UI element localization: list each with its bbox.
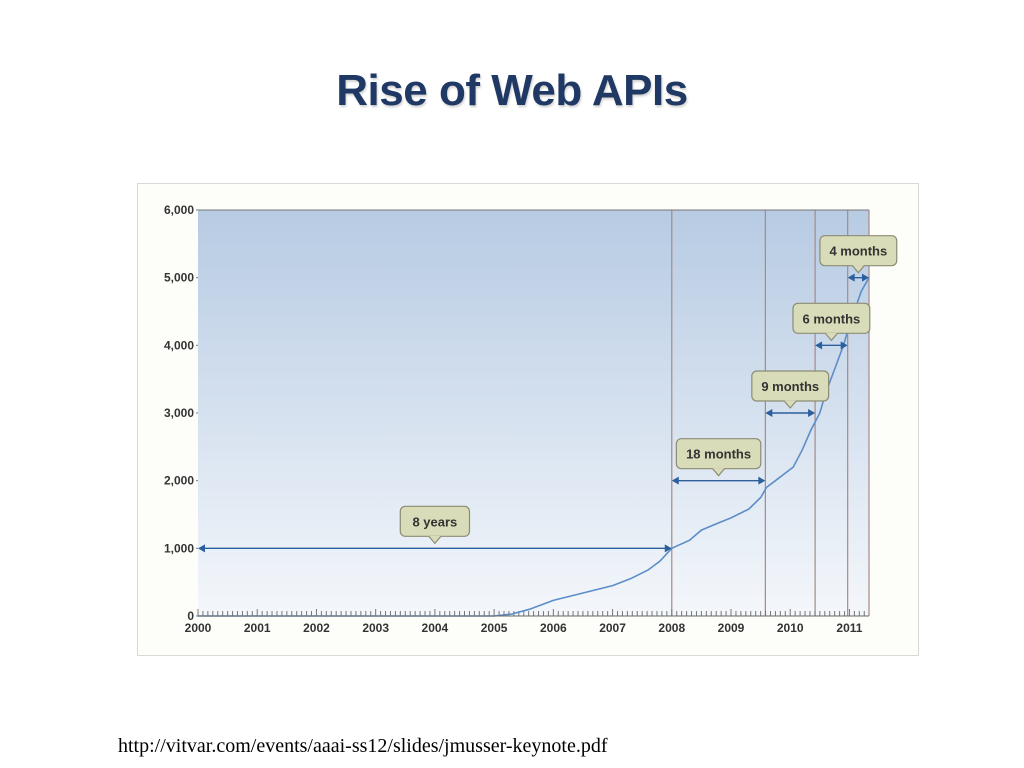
callout-label: 9 months (761, 379, 819, 394)
x-tick-label: 2004 (422, 621, 449, 635)
callout-1: 8 years (399, 505, 471, 545)
callout-2: 18 months (675, 438, 762, 477)
duration-arrow-2 (671, 476, 766, 485)
x-tick-label: 2001 (244, 621, 271, 635)
x-tick-label: 2008 (658, 621, 685, 635)
x-tick-label: 2000 (185, 621, 212, 635)
y-tick-label: 0 (187, 609, 194, 623)
callout-5: 4 months (819, 235, 898, 274)
duration-arrow-4 (815, 341, 848, 350)
series-line (198, 277, 870, 617)
x-tick-label: 2010 (777, 621, 804, 635)
y-tick-label: 6,000 (164, 203, 194, 217)
callout-label: 18 months (686, 447, 751, 462)
callout-label: 8 years (412, 514, 457, 529)
y-tick-label: 2,000 (164, 474, 194, 488)
callout-3: 9 months (751, 370, 830, 409)
y-tick-label: 4,000 (164, 338, 194, 352)
duration-arrow-1 (198, 544, 672, 553)
rise-of-web-apis-chart: 0 1,000 2,000 3,000 4,000 5,000 6,000 2000 2001… (164, 203, 898, 635)
callout-label: 4 months (829, 244, 887, 259)
y-tick-label: 5,000 (164, 271, 194, 285)
y-tick-label: 3,000 (164, 406, 194, 420)
x-tick-label: 2009 (718, 621, 745, 635)
callout-4: 6 months (792, 302, 871, 342)
duration-arrow-5 (847, 273, 869, 282)
x-tick-label: 2005 (481, 621, 508, 635)
x-tick-label: 2011 (836, 621, 862, 635)
x-tick-label: 2006 (540, 621, 567, 635)
x-tick-label: 2003 (362, 621, 389, 635)
y-tick-label: 1,000 (164, 541, 194, 555)
x-tick-label: 2002 (303, 621, 330, 635)
callout-label: 6 months (802, 311, 860, 326)
source-link[interactable]: http://vitvar.com/events/aaai-ss12/slide… (118, 735, 608, 757)
x-tick-label: 2007 (599, 621, 626, 635)
chart-figure: 0 1,000 2,000 3,000 4,000 5,000 6,000 2000 2001… (137, 183, 919, 656)
duration-arrow-3 (765, 409, 816, 417)
slide-title: Rise of Web APIs (336, 66, 688, 115)
